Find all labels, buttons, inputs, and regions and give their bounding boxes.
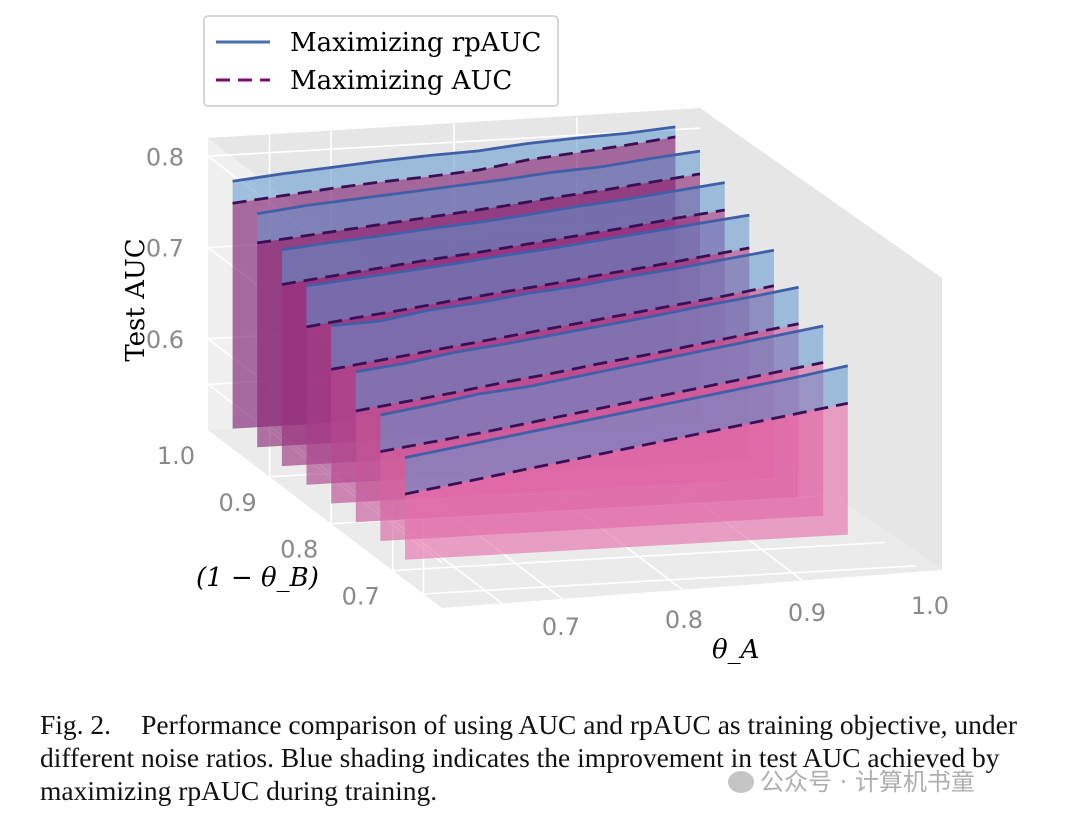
slice-7 <box>404 364 849 560</box>
auc-line <box>404 401 849 496</box>
y-tick-label: 0.7 <box>342 583 380 611</box>
rpauc-line <box>330 248 775 327</box>
improvement-fill <box>281 182 725 285</box>
auc-line <box>306 246 750 329</box>
z-axis-label: Test AUC <box>121 238 151 361</box>
watermark: 公众号 · 计算机书童 <box>728 762 975 797</box>
rpauc-line <box>306 213 750 288</box>
improvement-fill <box>380 326 824 452</box>
y-tick-label: 1.0 <box>157 442 195 470</box>
x-tick-label: 0.8 <box>665 606 703 634</box>
z-tick-label: 0.8 <box>146 143 184 171</box>
watermark-text: 公众号 · 计算机书童 <box>760 768 975 796</box>
rpauc-line <box>281 181 725 252</box>
improvement-fill <box>405 365 848 495</box>
x-axis-label: θ_A <box>712 635 759 665</box>
improvement-fill <box>355 287 799 411</box>
tick-labels: 0.6 0.7 0.8 0.7 0.8 0.9 1.0 0.7 0.8 0.9 1.0 <box>146 143 949 641</box>
auc-line <box>256 172 701 245</box>
caption-label: Fig. 2. <box>40 709 112 740</box>
rpauc-line <box>232 125 676 183</box>
rpauc-line <box>256 149 701 216</box>
improvement-fill <box>306 215 750 327</box>
x-tick-label: 0.7 <box>542 613 580 641</box>
x-tick-label: 0.9 <box>788 599 826 627</box>
auc-line <box>380 361 824 453</box>
y-axis-label: (1 − θ_B) <box>196 563 319 593</box>
z-tick-label: 0.7 <box>146 235 184 263</box>
legend: Maximizing rpAUC Maximizing AUC <box>203 15 559 107</box>
auc-line <box>281 208 725 286</box>
improvement-fill <box>331 250 774 370</box>
auc-fill <box>405 403 848 560</box>
improvement-fill <box>232 126 676 204</box>
legend-label-rpauc: Maximizing rpAUC <box>290 28 541 58</box>
wechat-icon <box>728 771 754 793</box>
auc-line <box>355 322 799 413</box>
chart: 0.6 0.7 0.8 0.7 0.8 0.9 1.0 0.7 0.8 0.9 1.0 Test A… <box>121 15 949 665</box>
z-tick-label: 0.6 <box>146 326 184 354</box>
auc-line <box>330 284 775 371</box>
caption-text: Performance comparison of using AUC and … <box>40 709 1018 806</box>
y-tick-label: 0.9 <box>218 489 256 517</box>
x-tick-label: 1.0 <box>911 592 949 620</box>
rpauc-line <box>380 324 824 417</box>
improvement-fill <box>257 151 700 243</box>
y-tick-label: 0.8 <box>280 536 318 564</box>
legend-box <box>203 15 559 107</box>
data-slices <box>232 125 849 560</box>
rpauc-line <box>355 285 799 374</box>
auc-line <box>232 135 676 205</box>
legend-label-auc: Maximizing AUC <box>290 66 512 96</box>
rpauc-line <box>404 364 849 459</box>
figure-caption: Fig. 2. Performance comparison of using A… <box>40 708 1050 807</box>
